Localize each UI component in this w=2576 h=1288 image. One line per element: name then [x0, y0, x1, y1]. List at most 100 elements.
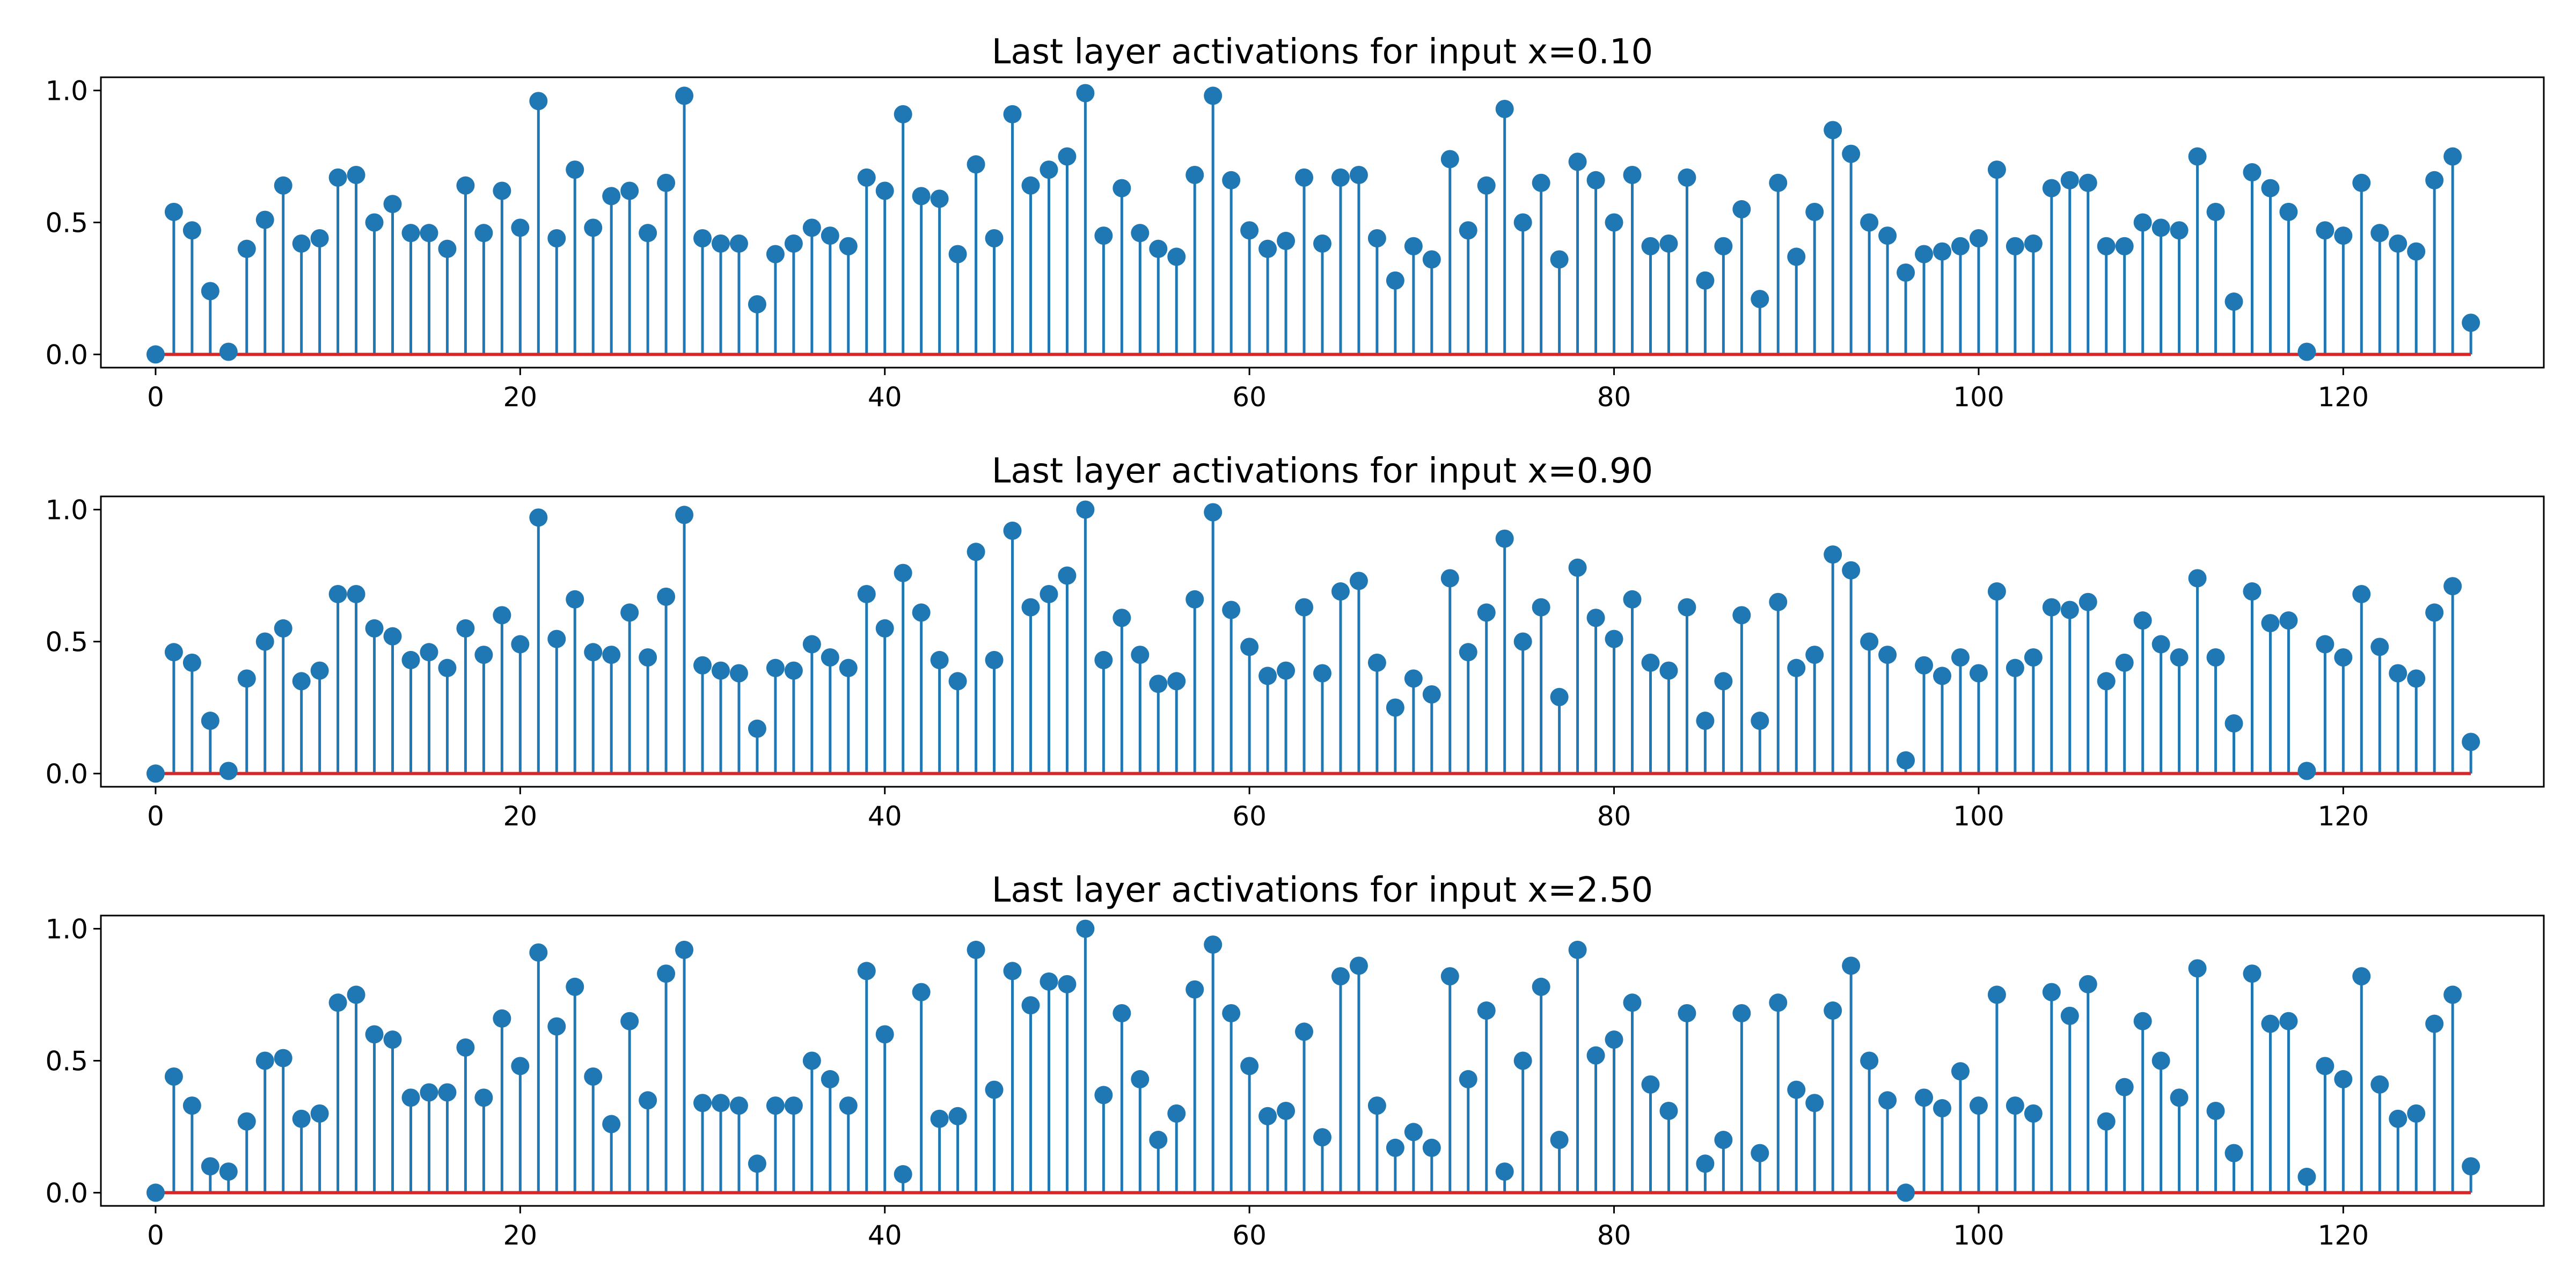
x-tick-label: 0 — [147, 382, 164, 413]
stem-marker — [1513, 1051, 1532, 1070]
stem-marker — [1076, 500, 1095, 519]
stem-marker — [857, 962, 876, 980]
stem-marker — [2316, 635, 2334, 654]
stem-marker — [1732, 200, 1751, 218]
stem-marker — [2462, 733, 2480, 751]
y-tick-label: 1.0 — [45, 76, 88, 107]
stem-marker — [729, 1096, 748, 1115]
stem-marker — [2279, 202, 2298, 221]
stem-marker — [784, 234, 803, 253]
x-tick-label: 120 — [2318, 1220, 2369, 1251]
stem-marker — [2170, 1088, 2189, 1107]
stem-marker — [657, 964, 676, 983]
x-tick-label: 20 — [503, 1220, 538, 1251]
stem-marker — [1696, 712, 1715, 730]
stem-marker — [875, 619, 894, 638]
stem-marker — [2115, 653, 2134, 672]
stem-marker — [1550, 250, 1569, 269]
stem-marker — [1897, 263, 1915, 282]
stem-marker — [839, 1096, 858, 1115]
stem-marker — [292, 234, 311, 253]
stem-marker — [2279, 1012, 2298, 1030]
x-tick-label: 100 — [1953, 1220, 2004, 1251]
stem-marker — [967, 940, 985, 959]
stem-marker — [784, 1096, 803, 1115]
stem-marker — [2151, 218, 2170, 237]
stem-marker — [328, 584, 347, 603]
y-tick-label: 0.5 — [45, 1046, 88, 1077]
stem-marker — [1787, 658, 1806, 677]
stem-marker — [1915, 1088, 1934, 1107]
stem-marker — [1258, 239, 1277, 258]
stem-marker — [2443, 147, 2462, 166]
x-tick-label: 40 — [868, 801, 902, 832]
stem-marker — [420, 1083, 438, 1102]
stem-marker — [1842, 561, 1861, 580]
y-tick-label: 0.0 — [45, 758, 88, 789]
stem-marker — [2243, 163, 2262, 182]
stem-marker — [1951, 237, 1970, 255]
stem-marker — [639, 648, 657, 667]
stem-marker — [1860, 213, 1879, 232]
stem-marker — [1623, 590, 1642, 609]
x-tick-label: 20 — [503, 382, 538, 413]
stem-marker — [511, 218, 530, 237]
stem-marker — [2370, 1075, 2389, 1094]
stem-marker — [620, 1012, 639, 1030]
stem-marker — [1295, 168, 1314, 187]
chart-panel-2: Last layer activations for input x=0.90 0… — [45, 451, 2545, 832]
stem-marker — [1331, 967, 1350, 986]
stem-marker — [784, 661, 803, 680]
stem-marker — [894, 105, 912, 123]
stem-marker — [1149, 1131, 1168, 1150]
stem-marker — [1349, 572, 1368, 590]
stem-marker — [1386, 1138, 1404, 1157]
stem-marker — [2425, 171, 2444, 189]
stem-marker — [1824, 1001, 1842, 1020]
stem-marker — [1623, 165, 1642, 184]
stem-marker — [1422, 1138, 1441, 1157]
stem-marker — [1331, 582, 1350, 601]
stem-marker — [2316, 1057, 2334, 1075]
stem-marker — [748, 295, 766, 313]
stem-marker — [2079, 592, 2097, 611]
stem-marker — [1532, 598, 1550, 617]
stem-marker — [985, 1080, 1004, 1099]
stem-marker — [1459, 643, 1477, 662]
stem-marker — [1404, 237, 1423, 255]
stem-marker — [1367, 653, 1386, 672]
stem-marker — [1094, 650, 1113, 669]
stem-marker — [1185, 165, 1204, 184]
stem-marker — [2370, 224, 2389, 243]
stem-marker — [2006, 237, 2024, 255]
stem-marker — [1987, 985, 2006, 1004]
stem-marker — [2079, 173, 2097, 192]
stem-marker — [930, 1109, 949, 1128]
chart-title: Last layer activations for input x=0.10 — [992, 32, 1653, 72]
stem-marker — [1915, 656, 1934, 675]
stem-marker — [1933, 1099, 1951, 1118]
y-tick-label: 0.0 — [45, 339, 88, 370]
stem-marker — [1860, 632, 1879, 651]
stem-marker — [401, 650, 420, 669]
stem-marker — [2115, 237, 2134, 255]
stem-marker — [547, 229, 566, 248]
stem-marker — [511, 1057, 530, 1075]
stem-marker — [711, 1094, 730, 1113]
stem-marker — [1058, 975, 1077, 993]
stem-marker — [438, 239, 457, 258]
stem-marker — [821, 648, 839, 667]
stem-marker — [328, 993, 347, 1012]
stem-marker — [1295, 1022, 1314, 1041]
stem-marker — [401, 224, 420, 243]
stem-marker — [930, 650, 949, 669]
stem-marker — [1586, 171, 1605, 189]
stem-marker — [2279, 611, 2298, 630]
stem-marker — [1805, 202, 1824, 221]
stem-marker — [675, 940, 694, 959]
stem-marker — [1714, 237, 1733, 255]
stem-marker — [2170, 648, 2189, 667]
stem-marker — [912, 187, 931, 206]
stem-marker — [2188, 959, 2207, 978]
y-tick-label: 1.0 — [45, 914, 88, 945]
